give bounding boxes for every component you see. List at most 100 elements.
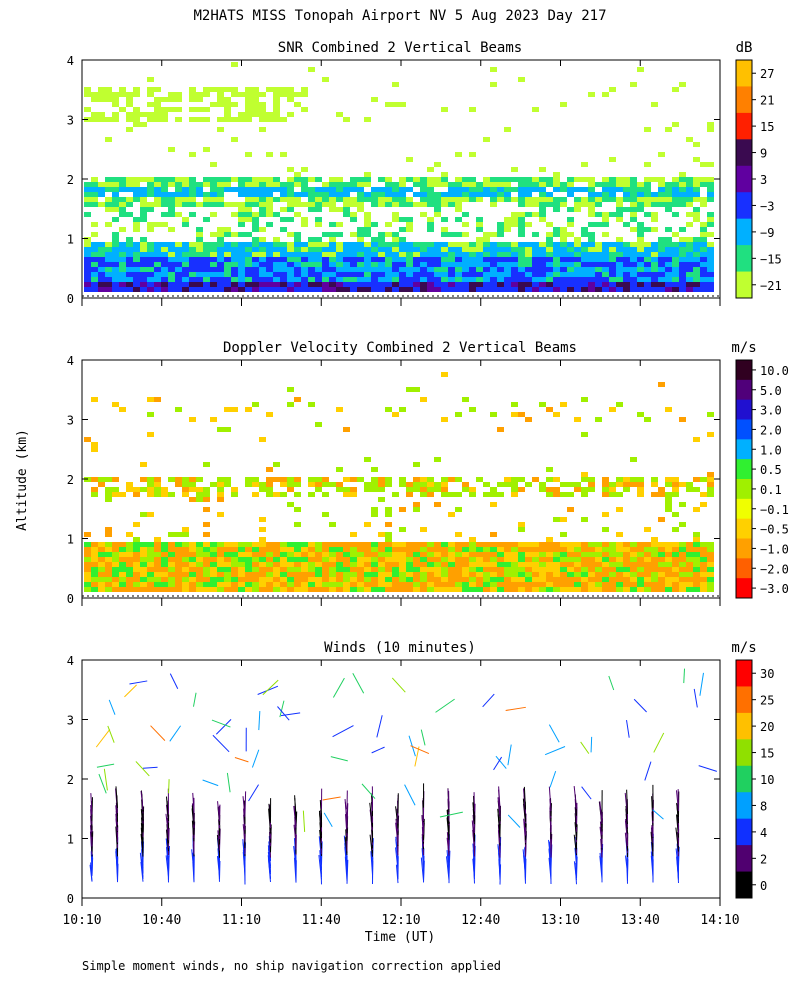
snr-cell (126, 237, 133, 242)
doppler-cell (567, 562, 574, 567)
doppler-cell (518, 567, 525, 572)
snr-cell (392, 182, 399, 187)
snr-cell (133, 242, 140, 247)
snr-cell (574, 262, 581, 267)
snr-cell (483, 237, 490, 242)
doppler-cell (112, 402, 119, 407)
snr-cell (616, 277, 623, 282)
colorbar-label: −9 (760, 226, 774, 240)
snr-cell (588, 222, 595, 227)
snr-cell (651, 212, 658, 217)
snr-cell (280, 242, 287, 247)
doppler-cell (371, 552, 378, 557)
snr-cell (245, 152, 252, 157)
doppler-cell (245, 552, 252, 557)
doppler-cell (287, 482, 294, 487)
snr-cell (224, 117, 231, 122)
wind-barb (376, 715, 383, 738)
wind-barb (446, 817, 450, 840)
doppler-cell (224, 427, 231, 432)
doppler-cell (294, 572, 301, 577)
doppler-cell (189, 477, 196, 482)
doppler-cell (504, 477, 511, 482)
snr-cell (700, 162, 707, 167)
snr-cell (532, 272, 539, 277)
doppler-cell (245, 587, 252, 592)
snr-cell (672, 272, 679, 277)
snr-cell (707, 252, 714, 257)
wind-barb (142, 766, 158, 769)
wind-barb (165, 838, 169, 861)
colorbar-swatch (736, 660, 752, 687)
doppler-cell (266, 552, 273, 557)
snr-cell (161, 282, 168, 287)
snr-cell (294, 182, 301, 187)
doppler-cell (133, 587, 140, 592)
colorbar-swatch (736, 192, 752, 220)
snr-cell (168, 97, 175, 102)
snr-cell (588, 257, 595, 262)
doppler-cell (434, 552, 441, 557)
snr-cell (133, 112, 140, 117)
doppler-cell (280, 477, 287, 482)
doppler-cell (112, 587, 119, 592)
doppler-cell (553, 567, 560, 572)
snr-cell (196, 202, 203, 207)
snr-cell (525, 252, 532, 257)
doppler-cell (469, 492, 476, 497)
doppler-cell (140, 547, 147, 552)
doppler-cell (392, 572, 399, 577)
doppler-cell (168, 532, 175, 537)
snr-cell (665, 192, 672, 197)
snr-cell (399, 277, 406, 282)
snr-cell (672, 192, 679, 197)
snr-cell (301, 92, 308, 97)
doppler-cell (161, 572, 168, 577)
snr-cell (455, 192, 462, 197)
snr-cell (273, 272, 280, 277)
doppler-cell (245, 572, 252, 577)
snr-cell (252, 277, 259, 282)
snr-cell (273, 187, 280, 192)
snr-cell (420, 242, 427, 247)
doppler-cell (686, 557, 693, 562)
doppler-cell (651, 482, 658, 487)
snr-cell (217, 202, 224, 207)
doppler-cell (434, 457, 441, 462)
wind-barb (581, 786, 592, 800)
doppler-cell (161, 582, 168, 587)
snr-cell (588, 262, 595, 267)
doppler-cell (672, 562, 679, 567)
snr-cell (294, 257, 301, 262)
snr-cell (294, 237, 301, 242)
snr-cell (217, 272, 224, 277)
doppler-cell (168, 477, 175, 482)
doppler-cell (364, 562, 371, 567)
snr-cell (245, 117, 252, 122)
snr-cell (651, 102, 658, 107)
doppler-cell (637, 487, 644, 492)
doppler-cell (224, 482, 231, 487)
doppler-cell (490, 492, 497, 497)
colorbar-swatch (736, 379, 752, 401)
snr-cell (301, 282, 308, 287)
snr-cell (119, 282, 126, 287)
doppler-cell (161, 542, 168, 547)
doppler-cell (679, 547, 686, 552)
doppler-cell (420, 557, 427, 562)
y-tick-label: 4 (67, 354, 74, 368)
doppler-cell (294, 542, 301, 547)
doppler-cell (301, 577, 308, 582)
snr-cell (91, 267, 98, 272)
snr-cell (665, 197, 672, 202)
doppler-cell (553, 577, 560, 582)
doppler-cell (343, 562, 350, 567)
snr-cell (707, 282, 714, 287)
doppler-cell (252, 492, 259, 497)
wind-barb (414, 746, 420, 767)
doppler-cell (112, 572, 119, 577)
doppler-cell (434, 487, 441, 492)
snr-cell (147, 252, 154, 257)
snr-cell (210, 197, 217, 202)
snr-cell (182, 187, 189, 192)
